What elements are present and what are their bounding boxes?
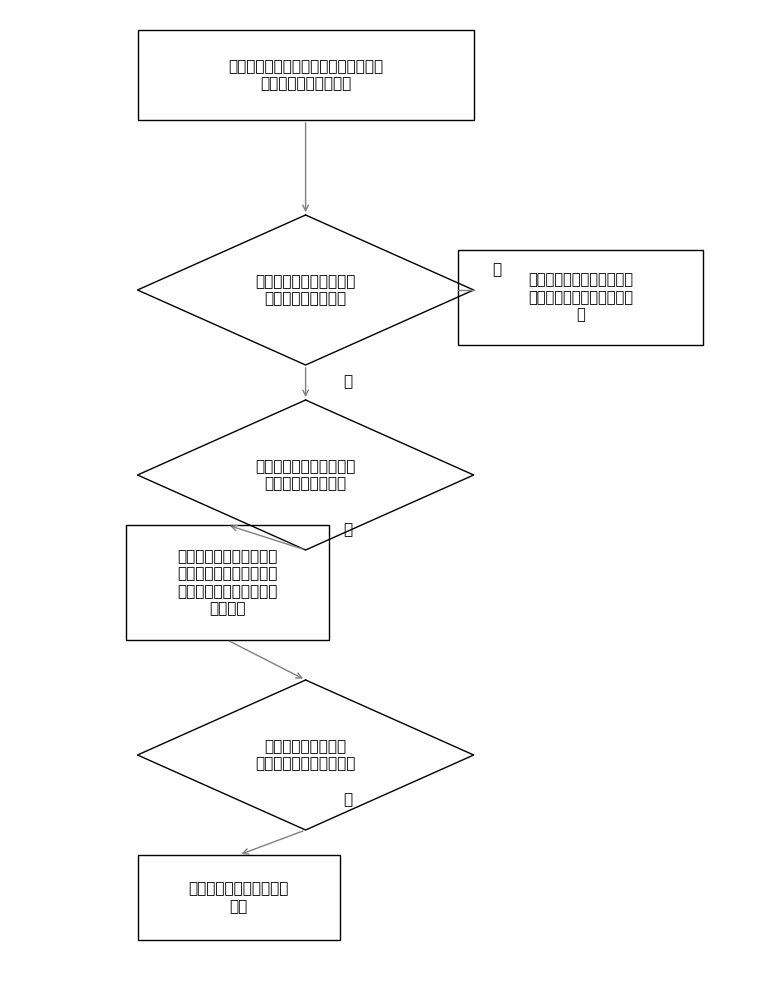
- FancyBboxPatch shape: [458, 250, 703, 345]
- Text: 是: 是: [343, 792, 352, 808]
- FancyBboxPatch shape: [138, 855, 340, 940]
- Text: 车辆的油门开度是否
大于预设的油门开度阈值: 车辆的油门开度是否 大于预设的油门开度阈值: [255, 739, 356, 771]
- FancyBboxPatch shape: [138, 30, 474, 120]
- Text: 否: 否: [492, 262, 501, 277]
- Text: 车辆从处于电子驻车制动
系统作用的制动状态转换
成由自动驻车功能作用的
制动状态: 车辆从处于电子驻车制动 系统作用的制动状态转换 成由自动驻车功能作用的 制动状态: [177, 549, 277, 616]
- Text: 是: 是: [343, 522, 352, 538]
- Text: 车辆的状态是否满足自动
驻车功能的启动条件: 车辆的状态是否满足自动 驻车功能的启动条件: [255, 459, 356, 491]
- Text: 车辆的状态是否满足自动
驻车功能的启动条件: 车辆的状态是否满足自动 驻车功能的启动条件: [255, 274, 356, 306]
- Text: 是: 是: [343, 374, 352, 389]
- Text: 车辆开始起步且车辆处于电子驻车制动
系统作用的制动状态下: 车辆开始起步且车辆处于电子驻车制动 系统作用的制动状态下: [228, 59, 384, 91]
- Text: 自动驻车功能关闭，车辆
起步: 自动驻车功能关闭，车辆 起步: [189, 881, 289, 914]
- FancyBboxPatch shape: [126, 525, 329, 640]
- Text: 在电子驻车制动系统解除对
车辆的制动后，车辆直接起
步: 在电子驻车制动系统解除对 车辆的制动后，车辆直接起 步: [528, 273, 633, 322]
